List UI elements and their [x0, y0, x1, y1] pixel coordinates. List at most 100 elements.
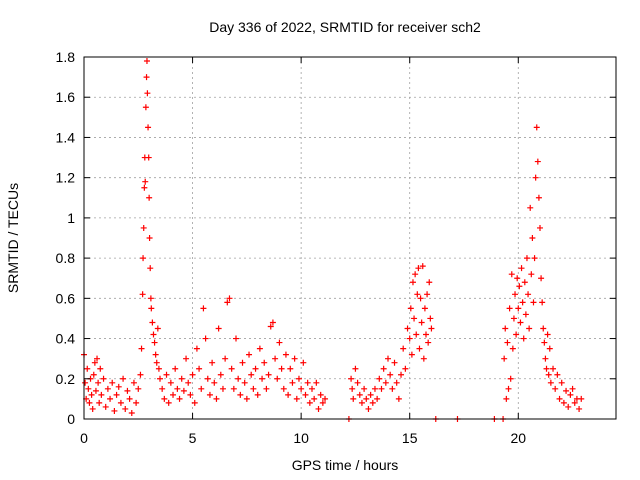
data-point [534, 158, 541, 165]
data-point [567, 391, 574, 398]
data-point [354, 379, 361, 386]
data-point [421, 305, 428, 312]
data-point [374, 395, 381, 402]
data-point [122, 405, 129, 412]
data-point [90, 371, 97, 378]
data-point [133, 399, 140, 406]
data-point [178, 375, 185, 382]
data-point [393, 379, 400, 386]
data-point [418, 319, 425, 326]
data-point [506, 305, 513, 312]
data-point [420, 355, 427, 362]
data-point [91, 359, 98, 366]
data-point [406, 335, 413, 342]
data-point [350, 395, 357, 402]
data-point [289, 379, 296, 386]
data-point [147, 265, 154, 272]
data-point [547, 379, 554, 386]
data-point [115, 383, 122, 390]
data-point [111, 407, 118, 414]
data-point [206, 391, 213, 398]
data-point [322, 395, 329, 402]
data-point [193, 345, 200, 352]
data-point [267, 323, 274, 330]
data-point [578, 395, 585, 402]
y-tick-label: 0.8 [56, 250, 76, 266]
data-point [576, 405, 583, 412]
data-point [425, 339, 432, 346]
data-point [104, 385, 111, 392]
data-point [222, 355, 229, 362]
x-tick-label: 5 [189, 430, 197, 446]
data-point [187, 391, 194, 398]
data-point [302, 391, 309, 398]
data-point [404, 325, 411, 332]
data-point [278, 365, 285, 372]
data-point [161, 395, 168, 402]
data-point [428, 325, 435, 332]
data-point [252, 365, 259, 372]
data-point [137, 371, 144, 378]
data-point [365, 405, 372, 412]
data-point [528, 271, 535, 278]
data-point [537, 224, 543, 231]
data-point [140, 224, 147, 231]
data-point [230, 385, 237, 392]
data-point [508, 271, 515, 278]
data-point [533, 124, 540, 131]
data-point [274, 375, 281, 382]
data-point [128, 409, 135, 416]
tick-marks [83, 56, 616, 420]
x-tick-labels: 0 5 10 15 20 [80, 430, 526, 446]
data-point [409, 279, 416, 286]
data-point [413, 331, 420, 338]
data-point [560, 399, 567, 406]
data-point [532, 174, 539, 181]
data-point [352, 365, 359, 372]
data-point [415, 265, 422, 272]
data-point [502, 325, 509, 332]
data-point [113, 391, 120, 398]
data-point [363, 395, 370, 402]
data-point [174, 385, 181, 392]
data-point [501, 355, 508, 362]
data-point [269, 319, 276, 326]
data-point [98, 391, 105, 398]
data-point [130, 379, 137, 386]
data-point [411, 315, 418, 322]
data-point [84, 365, 91, 372]
data-point [152, 351, 159, 358]
data-point [358, 399, 365, 406]
data-point [88, 391, 95, 398]
data-point [233, 335, 239, 342]
data-point [209, 359, 216, 366]
data-point [371, 385, 378, 392]
data-point [514, 275, 521, 282]
data-point [542, 355, 549, 362]
data-point [126, 395, 133, 402]
data-point [147, 295, 154, 302]
data-point [387, 371, 394, 378]
data-point [569, 385, 576, 392]
data-point [202, 335, 209, 342]
data-point [261, 359, 268, 366]
data-point [287, 365, 294, 372]
y-tick-label: 1.2 [56, 170, 76, 186]
data-point [183, 355, 190, 362]
data-point [545, 371, 552, 378]
data-point [400, 345, 407, 352]
data-point [140, 255, 147, 262]
data-point [313, 379, 320, 386]
data-point [145, 154, 152, 161]
data-point [530, 299, 537, 306]
data-point [138, 345, 145, 352]
data-point [143, 74, 150, 81]
data-point [285, 391, 292, 398]
data-point [521, 279, 528, 286]
gridlines [84, 57, 616, 419]
y-tick-label: 1 [67, 210, 75, 226]
y-tick-labels: 0 0.2 0.4 0.6 0.8 1 1.2 1.4 1.6 1.8 [56, 49, 76, 427]
data-point [543, 365, 550, 372]
data-point [102, 403, 109, 410]
